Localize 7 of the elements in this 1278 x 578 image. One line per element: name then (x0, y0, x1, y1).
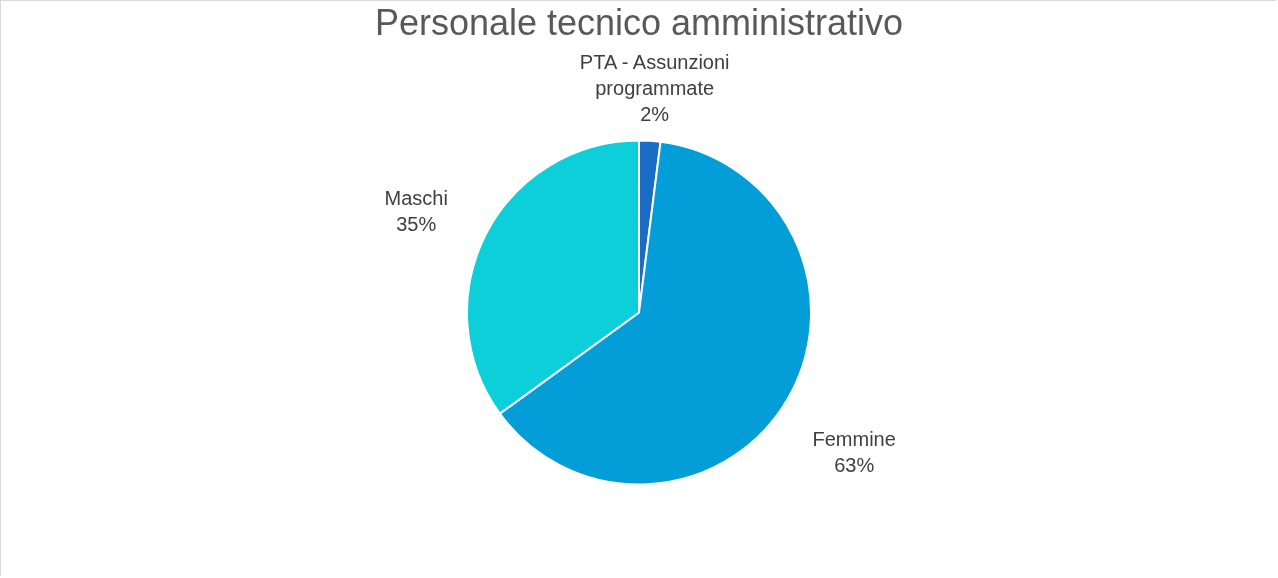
slice-label: Femmine (812, 427, 896, 450)
chart-title: Personale tecnico amministrativo (374, 1, 904, 43)
data-label: 63% (834, 453, 875, 476)
data-label: 35% (396, 213, 437, 235)
data-label: 2% (640, 102, 670, 125)
slice-label: PTA - Assunzioni programmate (579, 50, 730, 99)
slice-label: Maschi (384, 187, 448, 209)
